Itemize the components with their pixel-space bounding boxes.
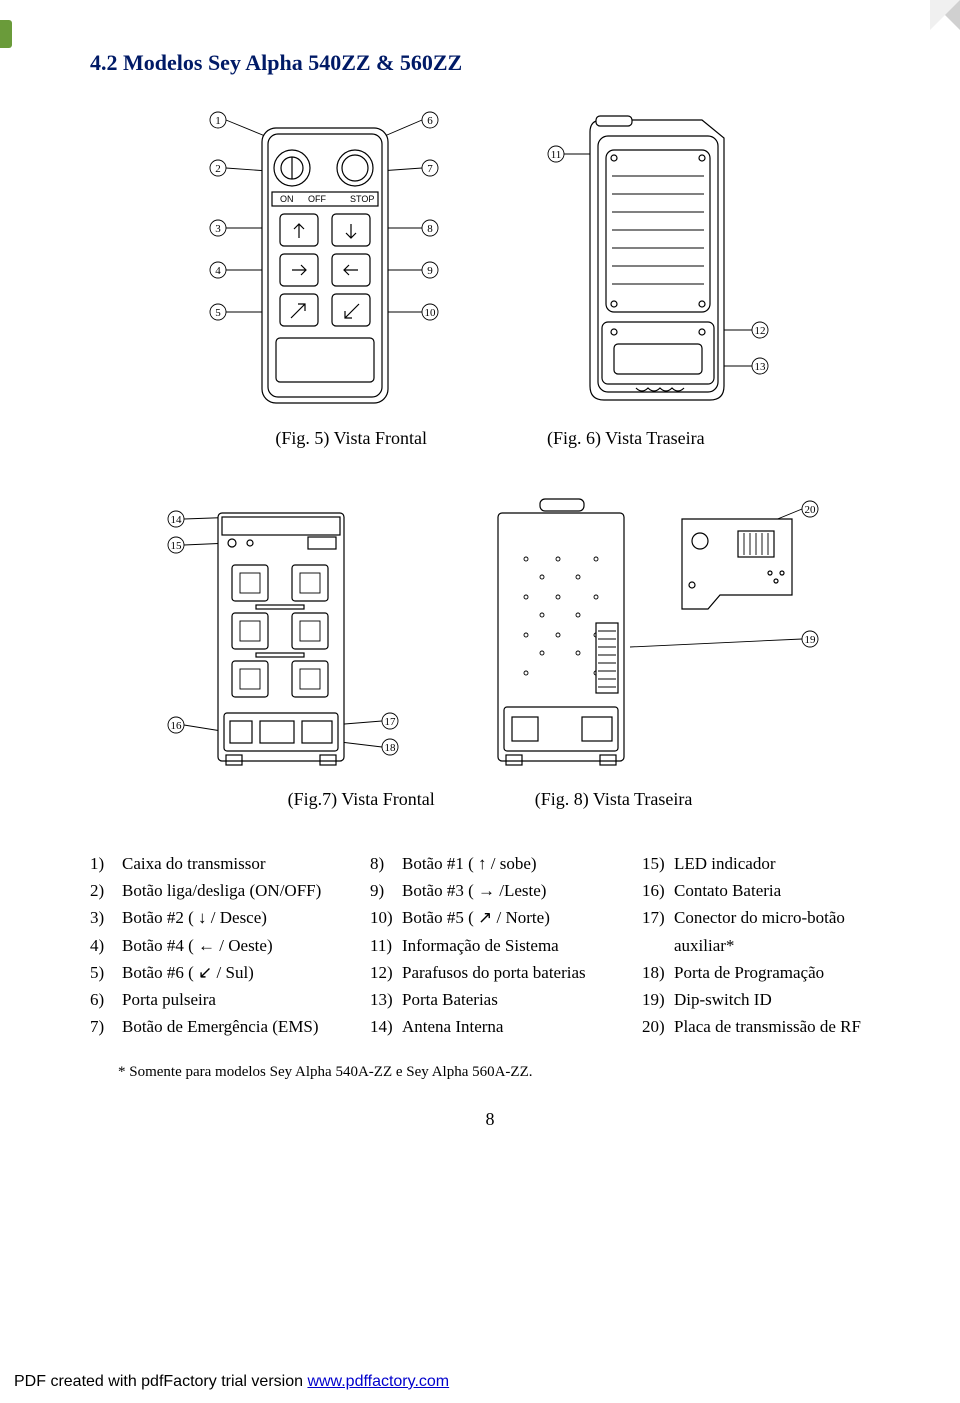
svg-text:1: 1 — [215, 115, 221, 127]
caption-row-2: (Fig.7) Vista Frontal (Fig. 8) Vista Tra… — [90, 789, 890, 810]
legend-text: Botão #1 ( ↑ / sobe) — [402, 850, 642, 877]
svg-text:20: 20 — [805, 504, 817, 516]
figure-row-1: 1 2 3 4 5 6 7 8 9 10 — [90, 98, 890, 418]
legend-text: Placa de transmissão de RF — [674, 1013, 890, 1040]
legend-text: Dip-switch ID — [674, 986, 890, 1013]
section-title: 4.2 Modelos Sey Alpha 540ZZ & 560ZZ — [90, 50, 890, 76]
caption-fig8: (Fig. 8) Vista Traseira — [535, 789, 693, 810]
legend-text: Antena Interna — [402, 1013, 642, 1040]
caption-row-1: (Fig. 5) Vista Frontal (Fig. 6) Vista Tr… — [90, 428, 890, 449]
legend-num: 4) — [90, 932, 122, 959]
legend-num: 20) — [642, 1013, 674, 1040]
legend-num: 9) — [370, 877, 402, 904]
legend-num: 8) — [370, 850, 402, 877]
svg-text:14: 14 — [171, 514, 183, 526]
figure-8: 20 19 — [470, 489, 820, 779]
figure-6: 11 12 13 — [540, 98, 780, 418]
legend-col-1: 1)Caixa do transmissor 2)Botão liga/desl… — [90, 850, 370, 1040]
legend-num: 2) — [90, 877, 122, 904]
legend-text: Botão de Emergência (EMS) — [122, 1013, 370, 1040]
legend-num: 10) — [370, 904, 402, 931]
legend-num: 16) — [642, 877, 674, 904]
svg-text:18: 18 — [385, 742, 397, 754]
legend-num: 7) — [90, 1013, 122, 1040]
legend-num: 14) — [370, 1013, 402, 1040]
figure-5: 1 2 3 4 5 6 7 8 9 10 — [200, 98, 480, 418]
figure-row-2: 14 15 16 17 18 — [90, 489, 890, 779]
legend-num: 6) — [90, 986, 122, 1013]
svg-text:9: 9 — [427, 265, 433, 277]
legend-num: 5) — [90, 959, 122, 986]
pdf-footer: PDF created with pdfFactory trial versio… — [14, 1373, 449, 1391]
legend-text: Botão #6 ( ↙ / Sul) — [122, 959, 370, 986]
figure-7: 14 15 16 17 18 — [160, 489, 410, 779]
legend-num: 12) — [370, 959, 402, 986]
svg-text:17: 17 — [385, 716, 397, 728]
svg-text:6: 6 — [427, 115, 433, 127]
legend-text: Botão #2 ( ↓ / Desce) — [122, 904, 370, 931]
legend-col-3: 15)LED indicador 16)Contato Bateria 17)C… — [642, 850, 890, 1040]
svg-text:5: 5 — [215, 307, 221, 319]
legend-text: Botão #5 ( ↗ / Norte) — [402, 904, 642, 931]
svg-text:4: 4 — [215, 265, 221, 277]
svg-text:STOP: STOP — [350, 194, 374, 204]
svg-text:7: 7 — [427, 163, 433, 175]
legend-text: Porta pulseira — [122, 986, 370, 1013]
legend-num: 11) — [370, 932, 402, 959]
legend-text: Conector do micro-botão auxiliar* — [674, 904, 890, 958]
legend-text: Informação de Sistema — [402, 932, 642, 959]
legend-text: LED indicador — [674, 850, 890, 877]
footer-text: PDF created with pdfFactory trial versio… — [14, 1373, 307, 1390]
svg-text:12: 12 — [755, 325, 766, 337]
svg-text:15: 15 — [171, 540, 183, 552]
legend-num: 15) — [642, 850, 674, 877]
svg-text:OFF: OFF — [308, 194, 326, 204]
svg-text:16: 16 — [171, 720, 183, 732]
caption-fig7: (Fig.7) Vista Frontal — [288, 789, 435, 810]
legend-num: 17) — [642, 904, 674, 958]
svg-text:13: 13 — [755, 361, 767, 373]
svg-text:11: 11 — [551, 149, 562, 161]
footer-link[interactable]: www.pdffactory.com — [307, 1373, 449, 1390]
legend-text: Porta de Programação — [674, 959, 890, 986]
legend-num: 3) — [90, 904, 122, 931]
legend-text: Botão #3 ( → /Leste) — [402, 877, 642, 904]
svg-text:19: 19 — [805, 634, 817, 646]
caption-fig5: (Fig. 5) Vista Frontal — [275, 428, 427, 449]
legend: 1)Caixa do transmissor 2)Botão liga/desl… — [90, 850, 890, 1040]
legend-text: Botão #4 ( ← / Oeste) — [122, 932, 370, 959]
legend-num: 13) — [370, 986, 402, 1013]
legend-text: Porta Baterias — [402, 986, 642, 1013]
legend-text: Parafusos do porta baterias — [402, 959, 642, 986]
legend-num: 18) — [642, 959, 674, 986]
legend-num: 19) — [642, 986, 674, 1013]
svg-text:ON: ON — [280, 194, 294, 204]
svg-text:10: 10 — [425, 307, 437, 319]
page-content: 4.2 Modelos Sey Alpha 540ZZ & 560ZZ 1 2 … — [0, 0, 960, 1403]
legend-text: Contato Bateria — [674, 877, 890, 904]
legend-text: Caixa do transmissor — [122, 850, 370, 877]
legend-text: Botão liga/desliga (ON/OFF) — [122, 877, 370, 904]
legend-num: 1) — [90, 850, 122, 877]
svg-text:2: 2 — [215, 163, 221, 175]
page-number: 8 — [90, 1109, 890, 1130]
legend-col-2: 8)Botão #1 ( ↑ / sobe) 9)Botão #3 ( → /L… — [370, 850, 642, 1040]
svg-text:8: 8 — [427, 223, 433, 235]
footnote: * Somente para modelos Sey Alpha 540A-ZZ… — [118, 1064, 890, 1081]
caption-fig6: (Fig. 6) Vista Traseira — [547, 428, 705, 449]
svg-text:3: 3 — [215, 223, 221, 235]
